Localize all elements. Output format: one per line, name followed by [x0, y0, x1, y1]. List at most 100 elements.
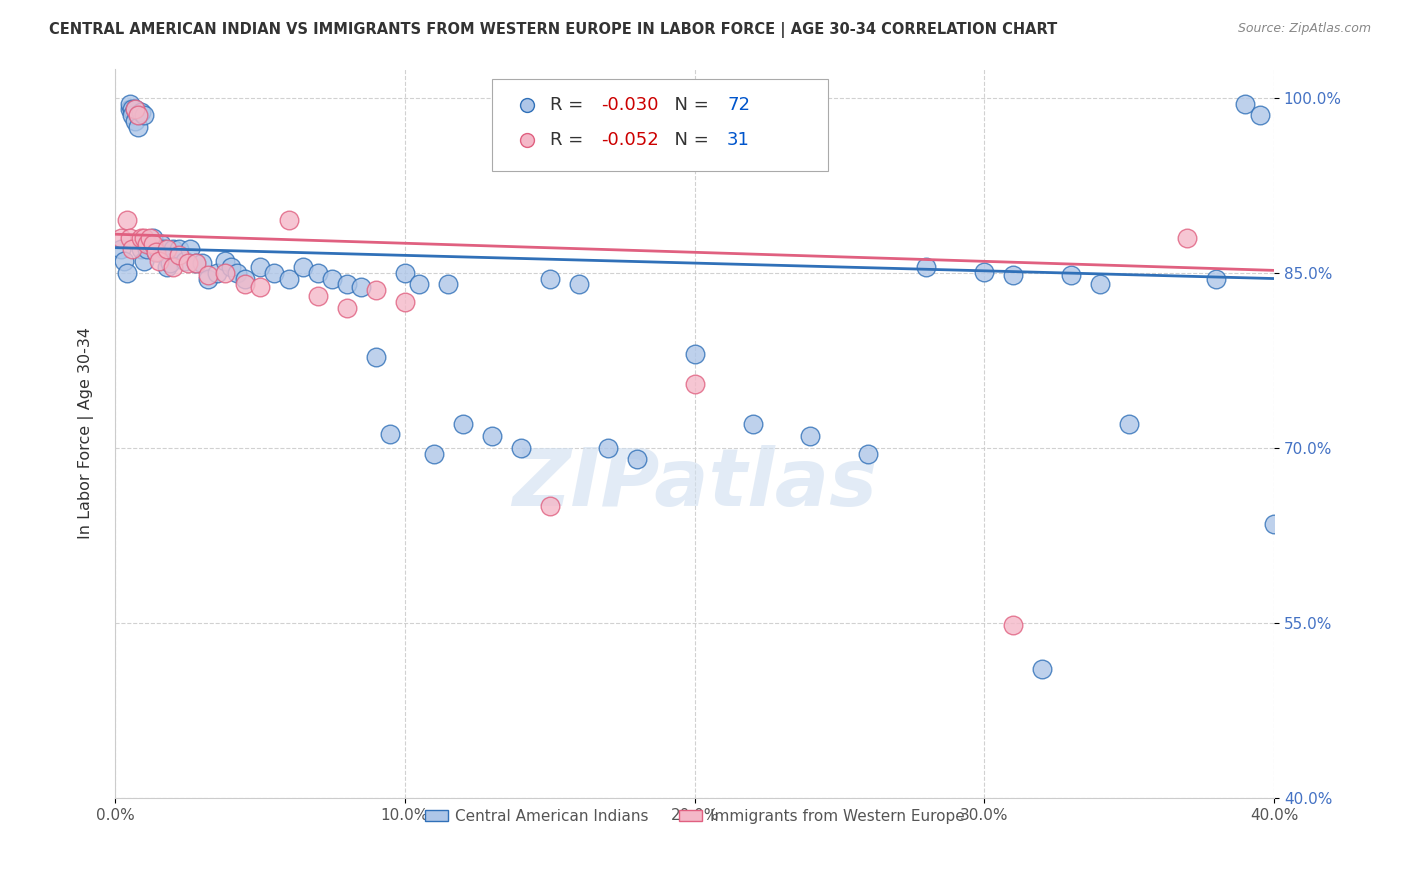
Point: [394, 266, 416, 280]
Point: [1002, 618, 1025, 632]
Point: [626, 452, 648, 467]
Point: [127, 120, 149, 134]
Point: [159, 256, 181, 270]
Point: [799, 429, 821, 443]
Point: [145, 244, 167, 259]
Point: [132, 108, 155, 122]
Point: [278, 271, 301, 285]
Point: [364, 283, 387, 297]
Point: [176, 256, 198, 270]
Point: [1031, 663, 1053, 677]
Point: [167, 248, 190, 262]
Point: [148, 254, 170, 268]
Point: [249, 279, 271, 293]
Point: [167, 243, 190, 257]
Point: [307, 289, 329, 303]
Point: [191, 256, 214, 270]
Point: [1132, 149, 1154, 163]
Point: [451, 417, 474, 432]
Text: 31: 31: [727, 131, 749, 149]
Point: [156, 260, 179, 274]
Text: -0.052: -0.052: [600, 131, 658, 149]
Point: [136, 243, 159, 257]
Point: [214, 266, 236, 280]
Text: -0.030: -0.030: [600, 96, 658, 114]
Point: [124, 103, 146, 117]
Point: [509, 441, 531, 455]
Point: [423, 446, 446, 460]
Text: R =: R =: [550, 131, 589, 149]
Point: [408, 277, 430, 292]
Point: [162, 243, 184, 257]
Point: [145, 244, 167, 259]
Text: 72: 72: [727, 96, 749, 114]
Point: [307, 266, 329, 280]
Point: [214, 254, 236, 268]
Point: [186, 256, 208, 270]
Text: N =: N =: [664, 131, 714, 149]
Point: [156, 243, 179, 257]
Legend: Central American Indians, Immigrants from Western Europe: Central American Indians, Immigrants fro…: [419, 803, 970, 830]
Point: [538, 499, 561, 513]
Y-axis label: In Labor Force | Age 30-34: In Labor Force | Age 30-34: [79, 327, 94, 539]
Point: [148, 244, 170, 259]
Point: [364, 350, 387, 364]
Point: [115, 213, 138, 227]
Point: [129, 230, 152, 244]
Point: [124, 103, 146, 117]
Point: [139, 230, 162, 244]
Point: [115, 266, 138, 280]
Point: [197, 268, 219, 282]
Point: [153, 243, 176, 257]
Point: [292, 260, 315, 274]
Point: [150, 236, 173, 251]
Point: [219, 260, 242, 274]
Point: [1205, 271, 1227, 285]
Point: [136, 236, 159, 251]
FancyBboxPatch shape: [492, 79, 828, 170]
Point: [683, 376, 706, 391]
Point: [129, 243, 152, 257]
Text: Source: ZipAtlas.com: Source: ZipAtlas.com: [1237, 22, 1371, 36]
Point: [249, 260, 271, 274]
Point: [110, 243, 132, 257]
Point: [121, 243, 143, 257]
Point: [278, 213, 301, 227]
Point: [683, 347, 706, 361]
Point: [173, 254, 195, 268]
Point: [127, 108, 149, 122]
Point: [1060, 268, 1083, 282]
Point: [132, 254, 155, 268]
Point: [162, 260, 184, 274]
Point: [235, 271, 257, 285]
Point: [179, 243, 201, 257]
Point: [112, 254, 135, 268]
Text: R =: R =: [550, 96, 589, 114]
Point: [858, 446, 880, 460]
Point: [132, 230, 155, 244]
Point: [1263, 516, 1285, 531]
Point: [142, 236, 165, 251]
Point: [1118, 417, 1140, 432]
Point: [1132, 205, 1154, 219]
Point: [336, 277, 359, 292]
Point: [1175, 230, 1198, 244]
Point: [321, 271, 343, 285]
Point: [235, 277, 257, 292]
Point: [568, 277, 591, 292]
Text: ZIPatlas: ZIPatlas: [512, 445, 877, 524]
Point: [186, 256, 208, 270]
Point: [538, 271, 561, 285]
Point: [127, 108, 149, 122]
Point: [741, 417, 763, 432]
Point: [1090, 277, 1112, 292]
Point: [1002, 268, 1025, 282]
Point: [139, 236, 162, 251]
Point: [973, 264, 995, 278]
Point: [263, 266, 285, 280]
Point: [121, 103, 143, 117]
Point: [197, 271, 219, 285]
Point: [124, 114, 146, 128]
Point: [380, 426, 402, 441]
Text: N =: N =: [664, 96, 714, 114]
